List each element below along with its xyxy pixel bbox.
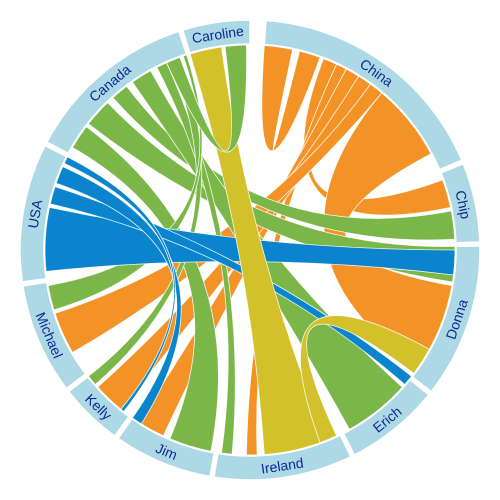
segment-usa[interactable] <box>19 144 68 283</box>
ribbon-china-donna[interactable] <box>323 92 453 369</box>
segment-label-ireland: Ireland <box>260 455 305 477</box>
ribbons-layer <box>44 44 456 456</box>
segment-label-usa: USA <box>25 198 46 230</box>
ribbon-caroline-canada[interactable] <box>166 44 247 153</box>
ribbon-jim-canada[interactable] <box>71 126 219 452</box>
ribbon-chip-canada[interactable] <box>112 85 456 241</box>
segment-label-chip: Chip <box>452 189 474 221</box>
segment-canada[interactable] <box>45 30 188 155</box>
ribbon-usa-jim[interactable] <box>55 166 182 425</box>
ring-layer <box>19 19 481 481</box>
segment-label-jim: Jim <box>153 440 179 463</box>
segment-chip[interactable] <box>440 162 481 244</box>
segment-donna[interactable] <box>411 245 481 393</box>
segment-label-caroline: Caroline <box>191 23 245 47</box>
segment-caroline[interactable] <box>181 19 251 54</box>
segment-jim[interactable] <box>117 417 216 478</box>
ribbon-donna-ireland[interactable] <box>300 315 430 444</box>
segment-erich[interactable] <box>342 378 430 456</box>
segment-ireland[interactable] <box>213 434 352 481</box>
segment-kelly[interactable] <box>67 375 130 438</box>
ribbon-china-china[interactable] <box>261 45 321 152</box>
ribbon-usa-kelly[interactable] <box>63 156 176 413</box>
segment-michael[interactable] <box>21 281 87 390</box>
segment-china[interactable] <box>263 19 463 171</box>
